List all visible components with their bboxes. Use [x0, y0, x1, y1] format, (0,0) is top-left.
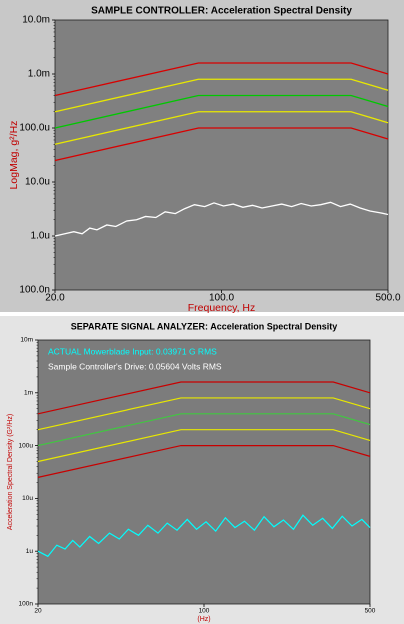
series-line [37, 514, 371, 558]
series-line [54, 78, 389, 113]
x-axis-label: (Hz) [197, 616, 210, 623]
y-tick-label: 1u [26, 548, 34, 555]
x-tick-label: 500 [365, 608, 376, 615]
y-tick-label: 10u [22, 495, 33, 502]
annotation: ACTUAL Mowerblade Input: 0.03971 G RMS [48, 346, 217, 356]
annotation: Sample Controller's Drive: 0.05604 Volts… [48, 361, 222, 371]
plot-area [54, 19, 389, 291]
y-tick-label: 10m [20, 337, 33, 344]
x-tick-label: 100 [199, 608, 210, 615]
y-tick-label: 100n [19, 601, 34, 608]
x-axis-label: Frequency, Hz [188, 302, 256, 314]
y-tick-label: 100u [19, 442, 34, 449]
y-tick-label: 10.0m [22, 15, 50, 26]
y-tick-label: 10.0u [25, 177, 50, 188]
series-line [54, 127, 389, 162]
series-line [37, 397, 371, 431]
plot-area [37, 339, 371, 605]
series-line [37, 413, 371, 447]
x-tick-label: 20 [34, 608, 42, 615]
series-line [54, 111, 389, 145]
y-tick-label: 1.0m [28, 69, 50, 80]
y-tick-label: 100.0n [19, 285, 50, 296]
y-axis-label: Acceleration Spectral Density (G²/Hz) [7, 414, 14, 530]
series-line [37, 429, 371, 463]
y-tick-label: 100.0u [19, 123, 50, 134]
chart-title: SAMPLE CONTROLLER: Acceleration Spectral… [91, 6, 352, 17]
series-line [54, 94, 389, 129]
series-line [54, 201, 389, 237]
y-axis-label: LogMag, g²/Hz [8, 121, 20, 190]
x-tick-label: 20.0 [45, 293, 65, 304]
series-line [37, 381, 371, 415]
x-tick-label: 500.0 [375, 293, 400, 304]
y-tick-label: 1m [24, 390, 33, 397]
series-line [54, 62, 389, 97]
series-line [37, 445, 371, 478]
chart-title: SEPARATE SIGNAL ANALYZER: Acceleration S… [71, 321, 338, 331]
y-tick-label: 1.0u [31, 231, 50, 242]
x-tick-label: 100.0 [209, 293, 234, 304]
